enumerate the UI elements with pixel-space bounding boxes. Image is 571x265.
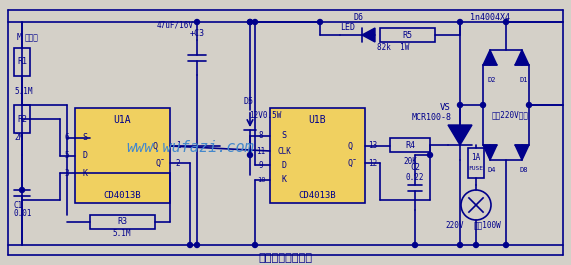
Circle shape [481,103,485,108]
Circle shape [457,20,463,24]
Text: D1: D1 [520,77,528,83]
Text: Q̄: Q̄ [348,158,358,167]
Circle shape [247,20,252,24]
Circle shape [428,152,432,157]
Circle shape [247,152,252,157]
Text: R4: R4 [405,140,415,149]
Text: +C3: +C3 [190,29,204,38]
Text: 5.1M: 5.1M [14,86,33,95]
Text: MCR100-8: MCR100-8 [412,113,452,122]
FancyBboxPatch shape [270,108,365,203]
Text: K: K [282,175,287,184]
Text: 1n4004X4: 1n4004X4 [470,14,510,23]
Text: 1A: 1A [472,153,481,162]
Text: LED: LED [340,24,356,33]
Polygon shape [483,50,497,65]
Text: CD4013B: CD4013B [299,191,336,200]
Text: 6: 6 [65,134,69,143]
Text: 触接点: 触接点 [25,33,39,42]
Text: 0.22: 0.22 [406,174,424,183]
Text: 5: 5 [65,152,69,161]
Circle shape [473,242,478,248]
Text: U1B: U1B [309,115,326,125]
Polygon shape [362,28,375,42]
Text: 交流220V输入: 交流220V输入 [492,111,529,120]
Text: VS: VS [440,104,451,113]
Text: S: S [282,131,287,140]
Text: 11: 11 [256,147,266,156]
Text: 8: 8 [259,131,263,140]
Circle shape [247,20,252,24]
Text: Q̄: Q̄ [155,158,165,167]
Text: 47uF/16V: 47uF/16V [156,20,194,29]
Text: 9: 9 [259,161,263,170]
Text: D6: D6 [353,14,363,23]
Text: D4: D4 [488,167,496,173]
Text: D: D [82,152,87,161]
Text: 13: 13 [368,142,377,151]
Text: 220V: 220V [446,220,464,229]
Text: 2: 2 [176,158,180,167]
Text: U1A: U1A [114,115,131,125]
Text: K: K [82,169,87,178]
Circle shape [195,20,199,24]
Circle shape [317,20,323,24]
Text: 单键触模式灯开关: 单键触模式灯开关 [258,253,312,263]
Text: D5: D5 [243,98,253,107]
Text: 12V0.5W: 12V0.5W [249,111,281,120]
Text: CD4013B: CD4013B [104,191,141,200]
Circle shape [187,242,192,248]
Text: Q: Q [348,142,352,151]
Text: R5: R5 [402,30,412,39]
Circle shape [252,242,258,248]
Polygon shape [483,145,497,160]
Text: 0.01: 0.01 [14,210,33,219]
Text: M: M [17,33,22,42]
Circle shape [526,103,532,108]
FancyBboxPatch shape [75,108,170,203]
Text: Q: Q [152,142,158,151]
Text: D2: D2 [488,77,496,83]
Polygon shape [448,125,472,145]
Text: C2: C2 [410,164,420,173]
Text: 10: 10 [257,177,266,183]
Text: FUSE: FUSE [468,166,484,170]
Text: 5.1M: 5.1M [112,228,131,237]
Text: R2: R2 [17,114,27,123]
Circle shape [457,103,463,108]
Text: D8: D8 [520,167,528,173]
Polygon shape [515,50,529,65]
Text: S: S [82,134,87,143]
Text: 82k  1W: 82k 1W [377,43,409,52]
Circle shape [504,242,509,248]
Text: 2M: 2M [14,132,23,142]
Text: C1: C1 [14,201,23,210]
Text: R1: R1 [17,58,27,67]
Text: CLK: CLK [277,147,291,156]
Text: R3: R3 [117,218,127,227]
Circle shape [457,242,463,248]
Text: 3: 3 [65,169,69,178]
Text: 1: 1 [176,142,180,151]
Text: 不于100W: 不于100W [473,220,501,229]
Text: www.wufazi.com: www.wufazi.com [126,140,254,156]
Circle shape [252,20,258,24]
Circle shape [504,20,509,24]
Circle shape [412,242,417,248]
Circle shape [195,242,199,248]
Text: 12: 12 [368,158,377,167]
Text: D: D [282,161,287,170]
Text: 20K: 20K [403,157,417,166]
Circle shape [19,188,25,192]
Polygon shape [515,145,529,160]
